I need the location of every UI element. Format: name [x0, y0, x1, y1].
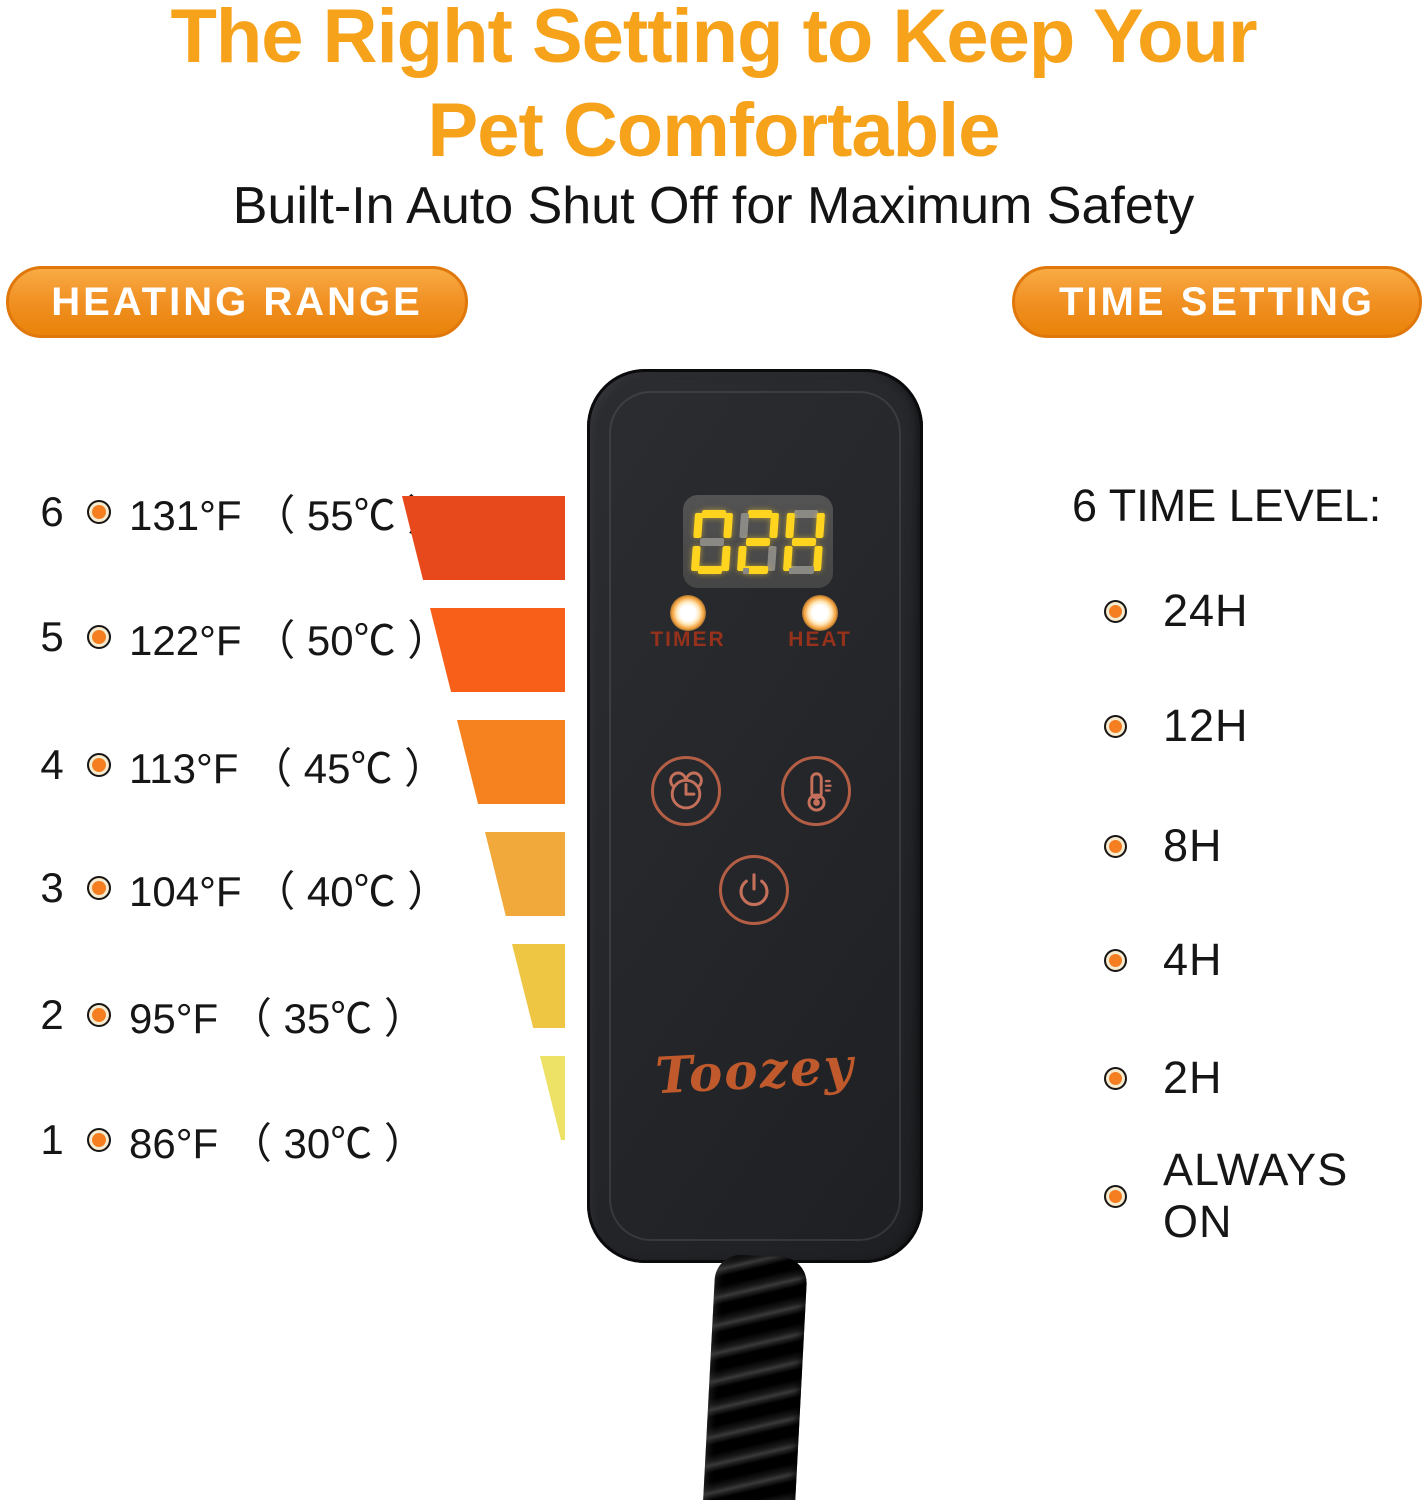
time-level-row: 12H [1104, 700, 1249, 752]
display-segment-a [747, 509, 773, 518]
display-segment-f [739, 512, 750, 538]
time-level-row: ALWAYS ON [1104, 1144, 1427, 1247]
bullet-icon [87, 876, 111, 900]
led-display [683, 495, 833, 588]
bullet-icon [1104, 714, 1127, 738]
heat-led-label: HEAT [788, 628, 852, 651]
heat-gradient-bar [512, 944, 565, 1028]
time-level-row: 2H [1104, 1052, 1223, 1104]
time-setting-badge: TIME SETTING [1012, 266, 1422, 338]
title-line-2: Pet Comfortable [427, 88, 1001, 173]
time-level-label: 8H [1163, 820, 1223, 871]
heat-led-indicator [802, 595, 838, 631]
bullet-icon [87, 500, 111, 524]
heat-gradient-bar [485, 832, 565, 916]
heating-level-row: 3 104°F （ 40℃ ） [35, 860, 449, 916]
time-setting-badge-label: TIME SETTING [1059, 279, 1375, 324]
title-line-1: The Right Setting to Keep Your [170, 0, 1257, 79]
bullet-icon [1104, 948, 1127, 972]
heating-level-temp: 122°F （ 50℃ ） [129, 616, 450, 664]
bullet-icon [1104, 1184, 1127, 1208]
display-segment-e [690, 545, 701, 571]
heating-level-number: 5 [40, 613, 64, 660]
thermometer-icon [793, 768, 839, 814]
heating-pad-controller: TIMER HEAT [587, 369, 923, 1263]
time-level-heading: 6 TIME LEVEL: [1072, 480, 1382, 531]
bullet-icon [87, 753, 111, 777]
display-segment-e [782, 545, 793, 571]
display-digit [782, 509, 826, 574]
heating-level-number: 4 [40, 741, 64, 788]
display-segment-g [791, 537, 817, 546]
heat-gradient-bar [402, 496, 565, 580]
time-level-label: 12H [1163, 700, 1249, 751]
display-segment-f [693, 512, 704, 538]
display-segment-f [785, 512, 796, 538]
display-segment-g [699, 537, 725, 546]
heating-level-temp: 104°F （ 40℃ ） [129, 867, 450, 915]
bullet-icon [1104, 599, 1127, 623]
display-segment-b [769, 512, 780, 538]
heating-range-badge-label: HEATING RANGE [51, 279, 423, 324]
time-level-label: 4H [1163, 934, 1223, 985]
display-segment-c [720, 545, 731, 571]
power-icon [731, 867, 777, 913]
timer-led-indicator [670, 595, 706, 631]
heating-level-temp: 131°F （ 55℃ ） [129, 491, 450, 539]
display-segment-b [723, 512, 734, 538]
heating-level-row: 6 131°F （ 55℃ ） [35, 484, 449, 540]
heat-gradient-bar [540, 1056, 565, 1140]
time-level-row: 4H [1104, 934, 1223, 986]
heating-level-temp: 95°F （ 35℃ ） [129, 994, 426, 1042]
heating-level-number: 1 [40, 1116, 64, 1163]
page-title: The Right Setting to Keep Your Pet Comfo… [0, 0, 1427, 178]
time-level-row: 24H [1104, 585, 1249, 637]
time-level-label: 2H [1163, 1052, 1223, 1103]
display-segment-d [697, 565, 723, 574]
bullet-icon [1104, 834, 1127, 858]
display-segment-e [736, 545, 747, 571]
display-segment-a [793, 509, 819, 518]
display-segment-g [745, 537, 771, 546]
heating-level-row: 4 113°F （ 45℃ ） [35, 737, 446, 793]
heating-level-row: 5 122°F （ 50℃ ） [35, 609, 449, 665]
heating-level-number: 2 [40, 991, 64, 1038]
thermostat-button[interactable] [781, 756, 851, 826]
display-decimal-dot [743, 568, 749, 574]
display-segment-c [766, 545, 777, 571]
display-digit [736, 509, 780, 574]
heating-level-number: 6 [40, 488, 64, 535]
heating-level-number: 3 [40, 864, 64, 911]
display-decimal-dot [789, 568, 795, 574]
heating-level-row: 1 86°F （ 30℃ ） [35, 1112, 426, 1168]
time-level-label: 24H [1163, 585, 1249, 636]
display-digit [690, 509, 734, 574]
timer-led-label: TIMER [650, 628, 726, 651]
time-level-row: 8H [1104, 820, 1223, 872]
brand-logo: Toozey [653, 1035, 857, 1106]
heating-level-temp: 113°F （ 45℃ ） [129, 744, 447, 792]
timer-button[interactable] [651, 756, 721, 826]
alarm-clock-icon [663, 768, 709, 814]
heating-level-temp: 86°F （ 30℃ ） [129, 1119, 426, 1167]
coiled-power-cord [702, 1253, 808, 1500]
heat-gradient-bar [457, 720, 565, 804]
bullet-icon [1104, 1066, 1127, 1090]
display-segment-c [812, 545, 823, 571]
bullet-icon [87, 625, 111, 649]
heat-gradient-bar [430, 608, 565, 692]
bullet-icon [87, 1003, 111, 1027]
bullet-icon [87, 1128, 111, 1152]
heating-level-row: 2 95°F （ 35℃ ） [35, 987, 426, 1043]
display-segment-a [701, 509, 727, 518]
page-subtitle: Built-In Auto Shut Off for Maximum Safet… [232, 177, 1195, 235]
power-button[interactable] [719, 855, 789, 925]
display-segment-b [815, 512, 826, 538]
heating-range-badge: HEATING RANGE [6, 266, 468, 338]
time-level-label: ALWAYS ON [1163, 1144, 1349, 1247]
